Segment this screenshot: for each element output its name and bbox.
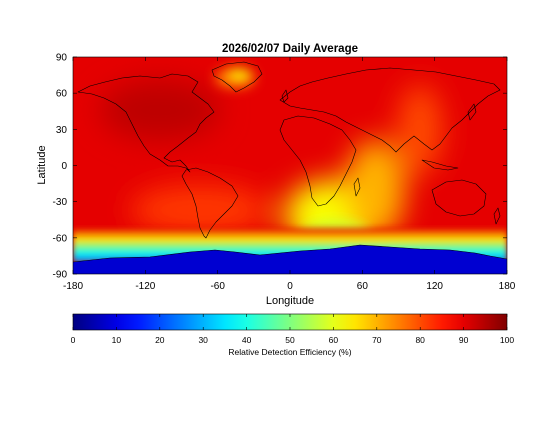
y-tick-label: 60 xyxy=(56,89,68,100)
colorbar-tick-label: 80 xyxy=(415,335,425,345)
coast-japan xyxy=(467,103,477,121)
colorbar-tick-label: 30 xyxy=(198,335,208,345)
coast-africa xyxy=(279,115,357,207)
coast-madagascar xyxy=(353,177,361,197)
coastlines xyxy=(73,61,507,263)
colorbar-tick-label: 70 xyxy=(372,335,382,345)
colorbar-tick-label: 100 xyxy=(500,335,514,345)
coast-australia xyxy=(431,179,487,217)
y-axis-label: Latitude xyxy=(36,145,48,184)
x-tick-label: 0 xyxy=(287,281,293,292)
plot-area xyxy=(73,57,507,274)
coast-antarctica xyxy=(73,244,507,263)
coast-greenland xyxy=(211,61,263,93)
y-axis-ticks: 90 60 30 0 -30 -60 -90 xyxy=(53,53,507,281)
coast-south-america xyxy=(181,167,239,239)
coast-uk xyxy=(281,89,289,103)
colorbar-tick-label: 10 xyxy=(112,335,122,345)
x-tick-label: 60 xyxy=(357,281,369,292)
colorbar-tick-label: 20 xyxy=(155,335,165,345)
coast-north-america xyxy=(77,73,215,173)
coast-new-zealand xyxy=(493,207,501,225)
x-tick-label: -180 xyxy=(63,281,83,292)
colorbar-tick-label: 40 xyxy=(242,335,252,345)
colorbar-label: Relative Detection Efficiency (%) xyxy=(228,347,351,357)
colorbar-tick-label: 90 xyxy=(459,335,469,345)
coast-eurasia xyxy=(279,67,501,153)
x-axis-label: Longitude xyxy=(266,295,314,307)
y-tick-label: -60 xyxy=(53,233,68,244)
y-tick-label: 30 xyxy=(56,125,68,136)
x-tick-label: -120 xyxy=(135,281,155,292)
colorbar-ticks: 0 10 20 30 40 50 60 70 80 90 100 xyxy=(71,314,514,345)
antarctica-region xyxy=(73,245,507,274)
y-tick-label: -30 xyxy=(53,197,68,208)
colorbar-tick-label: 50 xyxy=(285,335,295,345)
y-tick-label: 0 xyxy=(61,161,67,172)
x-tick-label: 120 xyxy=(426,281,443,292)
y-tick-label: 90 xyxy=(56,53,68,64)
y-tick-label: -90 xyxy=(53,270,68,281)
x-tick-label: -60 xyxy=(210,281,225,292)
colorbar-tick-label: 0 xyxy=(71,335,76,345)
colorbar-tick-label: 60 xyxy=(329,335,339,345)
coast-indonesia xyxy=(421,159,459,171)
x-tick-label: 180 xyxy=(499,281,516,292)
chart-title: 2026/02/07 Daily Average xyxy=(222,43,358,55)
x-axis-ticks: -180 -120 -60 0 60 120 180 xyxy=(63,57,516,292)
